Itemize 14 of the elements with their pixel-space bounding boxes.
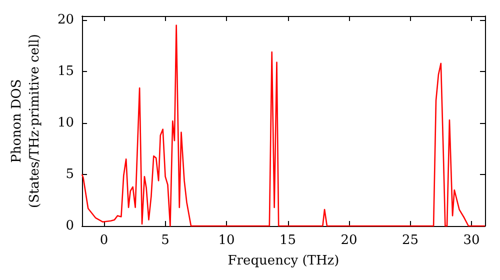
y-tick-label: 5 (66, 167, 74, 182)
x-tick-label: 5 (161, 233, 170, 248)
y-axis-title: Phonon DOS (States/THz·primitive cell) (10, 34, 42, 208)
x-tick-label: 0 (100, 233, 108, 248)
x-tick-label: 30 (463, 233, 480, 248)
x-tick-label: 20 (340, 233, 358, 248)
y-tick-label: 10 (57, 116, 74, 131)
x-tick-label: 10 (218, 233, 235, 248)
x-tick-label: 15 (280, 233, 296, 248)
x-axis-title: Frequency (THz) (228, 253, 340, 268)
y-tick-label: 0 (66, 218, 74, 234)
y-tick-label: 15 (57, 64, 74, 80)
y-tick-label: 20 (57, 12, 74, 28)
x-tick-label: 25 (402, 233, 419, 248)
